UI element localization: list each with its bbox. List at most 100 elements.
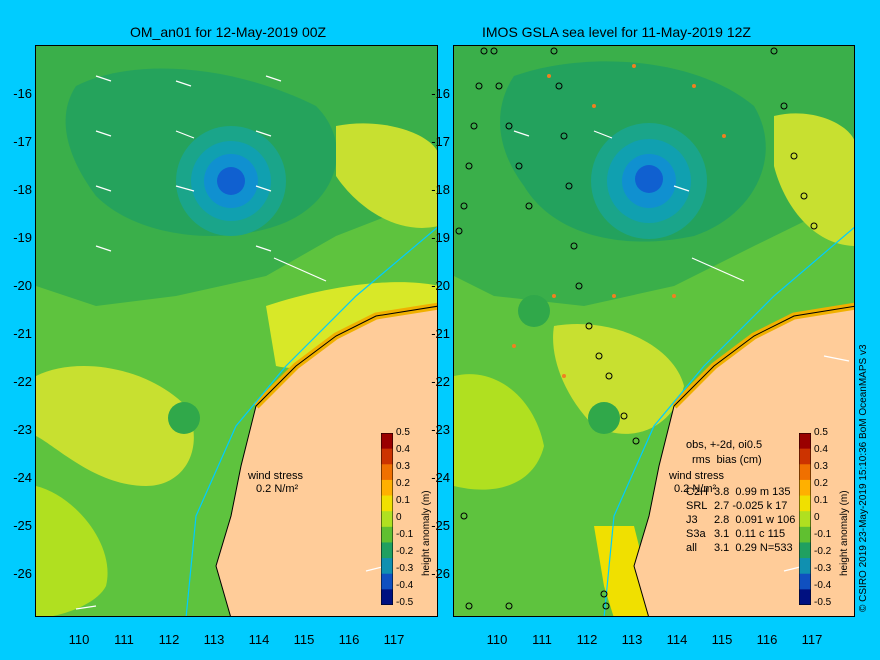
colorbar-label: 0.2 — [396, 478, 410, 489]
y-tick-label: -20 — [13, 278, 32, 293]
x-tick-label: 113 — [203, 632, 225, 647]
y-tick-label-right: -17 — [431, 134, 450, 149]
colorbar-swatch — [381, 573, 393, 590]
colorbar-label: 0 — [396, 512, 402, 523]
stats-header: rms bias (cm) — [692, 454, 762, 466]
colorbar-swatch — [799, 495, 811, 512]
y-tick-label: -21 — [13, 326, 32, 341]
x-tick-label-right: 110 — [486, 632, 508, 647]
stats-row: C2H 3.8 0.99 m 135 — [686, 486, 790, 498]
right-wind-label: wind stress — [669, 470, 725, 482]
colorbar-swatch — [381, 464, 393, 481]
y-tick-label-right: -16 — [431, 86, 450, 101]
stats-row: SRL 2.7 -0.025 k 17 — [686, 500, 787, 512]
colorbar-swatch — [381, 448, 393, 465]
colorbar-label: -0.4 — [814, 580, 832, 591]
colorbar-label: -0.5 — [396, 597, 414, 608]
y-tick-label: -26 — [13, 566, 32, 581]
colorbar-swatch — [799, 573, 811, 590]
y-tick-label: -24 — [13, 470, 32, 485]
stats-row: all 3.1 0.29 N=533 — [686, 542, 793, 554]
colorbar-swatch — [799, 433, 811, 450]
colorbar-swatch — [799, 464, 811, 481]
left-panel-title: OM_an01 for 12-May-2019 00Z — [130, 24, 327, 40]
y-tick-label-right: -25 — [431, 518, 450, 533]
colorbar-label: 0.5 — [396, 427, 410, 438]
colorbar-label: -0.1 — [396, 529, 414, 540]
x-tick-label: 115 — [293, 632, 315, 647]
right-map-panel: obs, +-2d, oi0.5 wind stress 0.2 N/m² rm… — [453, 45, 855, 617]
colorbar-swatch — [799, 542, 811, 559]
stats-values: 3.1 0.29 N=533 — [714, 542, 793, 554]
left-wind-label: wind stress — [248, 470, 304, 482]
colorbar-swatch — [381, 558, 393, 575]
x-tick-label: 116 — [338, 632, 360, 647]
y-tick-label: -23 — [13, 422, 32, 437]
stats-satellite: S3a — [686, 528, 706, 540]
right-wind-scale: 0.2 N/m² — [674, 483, 717, 495]
stats-values: 3.8 0.99 m 135 — [714, 486, 791, 498]
y-tick-label: -18 — [13, 182, 32, 197]
y-tick-label: -25 — [13, 518, 32, 533]
x-tick-label: 117 — [383, 632, 405, 647]
colorbar-label: -0.3 — [814, 563, 832, 574]
obs-header: obs, +-2d, oi0.5 — [686, 439, 763, 451]
credit-text: © CSIRO 2019 23-May-2019 15:10:36 BoM Oc… — [858, 344, 869, 612]
stats-satellite: SRL — [686, 500, 708, 512]
left-colorbar — [381, 433, 393, 605]
x-tick-label: 114 — [248, 632, 270, 647]
stats-values: 3.1 0.11 c 115 — [714, 528, 786, 540]
y-tick-label-right: -22 — [431, 374, 450, 389]
y-tick-label-right: -21 — [431, 326, 450, 341]
colorbar-swatch — [381, 479, 393, 497]
y-tick-label-right: -19 — [431, 230, 450, 245]
colorbar-label: -0.5 — [814, 597, 832, 608]
y-tick-label-right: -20 — [431, 278, 450, 293]
left-wind-scale: 0.2 N/m² — [256, 483, 299, 495]
y-tick-label-right: -23 — [431, 422, 450, 437]
x-tick-label-right: 113 — [621, 632, 643, 647]
x-tick-label: 112 — [158, 632, 180, 647]
stats-row: S3a 3.1 0.11 c 115 — [686, 528, 785, 540]
colorbar-swatch — [799, 448, 811, 465]
y-tick-label-right: -24 — [431, 470, 450, 485]
colorbar-swatch — [381, 433, 393, 450]
stats-satellite: J3 — [686, 514, 698, 526]
colorbar-swatch — [799, 479, 811, 497]
right-panel-title: IMOS GSLA sea level for 11-May-2019 12Z — [482, 24, 751, 40]
y-tick-label-right: -18 — [431, 182, 450, 197]
colorbar-label: -0.3 — [396, 563, 414, 574]
colorbar-swatch — [381, 511, 393, 528]
x-tick-label-right: 114 — [666, 632, 688, 647]
colorbar-label: -0.4 — [396, 580, 414, 591]
colorbar-label: 0.2 — [814, 478, 828, 489]
colorbar-label: 0.3 — [396, 461, 410, 472]
stats-values: 2.7 -0.025 k 17 — [714, 500, 788, 512]
x-tick-label-right: 116 — [756, 632, 778, 647]
right-colorbar-title: height anomaly (m) — [839, 490, 850, 576]
stats-satellite: all — [686, 542, 698, 554]
colorbar-swatch — [799, 589, 811, 605]
colorbar-label: 0.5 — [814, 427, 828, 438]
left-map-panel: wind stress 0.2 N/m² 0.5 0.4 0.3 0.2 0.1 0 -0.… — [35, 45, 438, 617]
colorbar-label: 0.1 — [396, 495, 410, 506]
x-tick-label: 111 — [114, 632, 134, 647]
x-tick-label-right: 115 — [711, 632, 733, 647]
colorbar-swatch — [381, 542, 393, 559]
colorbar-label: 0.3 — [814, 461, 828, 472]
colorbar-label: -0.2 — [396, 546, 414, 557]
y-tick-label: -19 — [13, 230, 32, 245]
right-map-svg — [454, 46, 854, 616]
colorbar-swatch — [381, 589, 393, 605]
left-map-svg — [36, 46, 437, 616]
y-tick-label: -17 — [13, 134, 32, 149]
colorbar-label: 0.4 — [396, 444, 410, 455]
y-tick-label-right: -26 — [431, 566, 450, 581]
left-colorbar-title: height anomaly (m) — [421, 490, 432, 576]
x-tick-label-right: 117 — [801, 632, 823, 647]
colorbar-swatch — [381, 495, 393, 512]
stats-values: 2.8 0.091 w 106 — [714, 514, 796, 526]
colorbar-label: 0.4 — [814, 444, 828, 455]
colorbar-label: 0 — [814, 512, 820, 523]
x-tick-label-right: 111 — [532, 632, 552, 647]
